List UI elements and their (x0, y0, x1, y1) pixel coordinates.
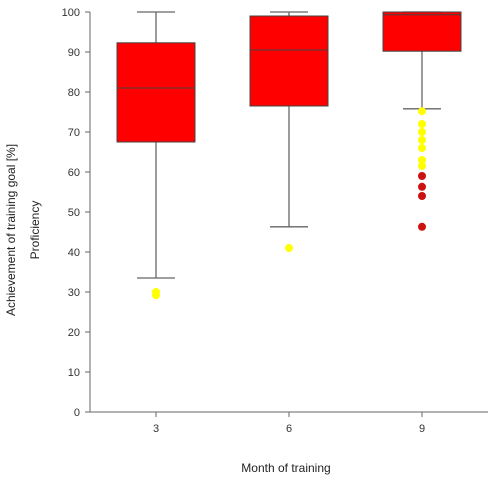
box-body (382, 11, 462, 52)
outlier-point (418, 172, 426, 180)
y-tick-label: 60 (68, 167, 80, 179)
box-body (116, 42, 196, 143)
outlier-point (418, 144, 426, 152)
x-tick-label: 3 (153, 423, 159, 435)
box-body (249, 15, 329, 107)
x-axis-ticks: 3 6 9 (153, 412, 425, 435)
outlier-point (418, 182, 426, 191)
y-tick-label: 50 (68, 207, 80, 219)
outlier-point (418, 162, 426, 170)
box-9 (382, 11, 462, 110)
y-tick-label: 0 (74, 407, 80, 419)
outlier-point (418, 192, 426, 200)
y-axis-ticks: 0 10 20 30 40 50 60 70 80 90 100 (62, 7, 90, 419)
outlier-point (418, 156, 426, 164)
x-axis-title: Month of training (241, 461, 330, 475)
y-axis-title: Achievement of training goal [%] (4, 144, 18, 316)
y-tick-label: 20 (68, 327, 80, 339)
y-tick-label: 70 (68, 127, 80, 139)
y-tick-label: 30 (68, 287, 80, 299)
outlier-point (418, 128, 426, 136)
y-tick-label: 100 (62, 7, 80, 19)
outlier-point (418, 222, 426, 231)
x-tick-label: 6 (286, 423, 292, 435)
plot-area (116, 11, 462, 300)
outlier-point (418, 107, 426, 116)
outlier-point (418, 136, 426, 144)
y-tick-label: 90 (68, 47, 80, 59)
outlier-point (418, 120, 426, 128)
box-3 (116, 11, 196, 279)
outlier-point (152, 291, 160, 300)
x-tick-label: 9 (419, 423, 425, 435)
y-tick-label: 80 (68, 87, 80, 99)
y-tick-label: 10 (68, 367, 80, 379)
y-axis-subtitle: Proficiency (28, 201, 42, 260)
y-tick-label: 40 (68, 247, 80, 259)
box-6 (249, 11, 329, 228)
outlier-point (285, 244, 293, 252)
